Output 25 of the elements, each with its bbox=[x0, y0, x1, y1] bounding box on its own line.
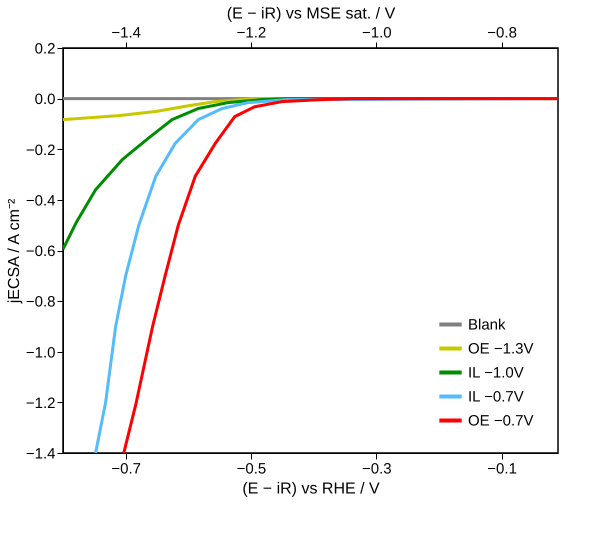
x-tick-label: −0.7 bbox=[111, 460, 141, 478]
y-axis-title: jECSA / A cm⁻² bbox=[6, 198, 23, 304]
y-tick-label: −0.4 bbox=[26, 192, 56, 210]
y-tick-label: −0.8 bbox=[26, 294, 56, 311]
x-axis-title: (E − iR) vs RHE / V bbox=[242, 480, 380, 498]
legend-label: IL −1.0V bbox=[468, 364, 524, 382]
x-tick-label: −0.5 bbox=[236, 460, 266, 478]
legend-label: Blank bbox=[468, 316, 506, 334]
y-tick-label: 0.0 bbox=[34, 91, 56, 108]
legend-label: OE −1.3V bbox=[468, 340, 534, 358]
x2-tick-label: −0.8 bbox=[487, 24, 517, 42]
y-tick-label: −0.6 bbox=[26, 243, 56, 260]
y-tick-label: −1.4 bbox=[26, 446, 56, 462]
x2-tick-label: −1.0 bbox=[362, 24, 392, 42]
x2-tick-label: −1.4 bbox=[111, 24, 141, 42]
y-tick-label: −1.2 bbox=[26, 394, 56, 412]
y-tick-label: 0.2 bbox=[34, 40, 56, 58]
x2-tick-label: −1.2 bbox=[236, 24, 266, 42]
x-tick-label: −0.1 bbox=[487, 460, 517, 478]
x2-axis-title: (E − iR) vs MSE sat. / V bbox=[226, 6, 396, 22]
x-tick-label: −0.3 bbox=[362, 460, 392, 478]
y-tick-label: −0.2 bbox=[26, 142, 56, 159]
legend-label: OE −0.7V bbox=[468, 412, 534, 430]
y-tick-label: −1.0 bbox=[26, 344, 56, 362]
legend-label: IL −0.7V bbox=[468, 388, 524, 406]
